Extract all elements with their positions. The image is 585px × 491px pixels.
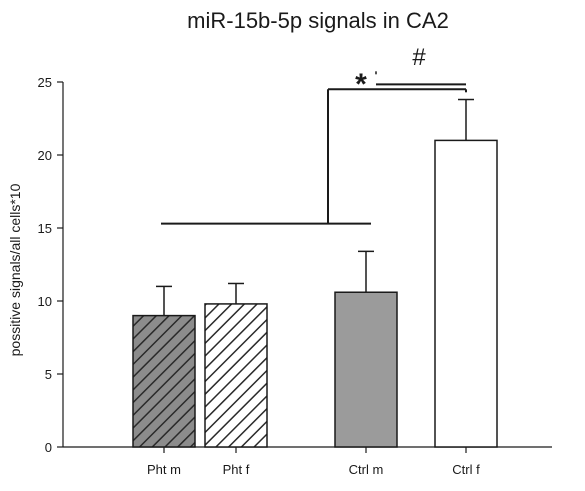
y-axis-label: possitive signals/all cells*10 bbox=[7, 183, 23, 356]
bar-ctrl-m bbox=[334, 291, 398, 448]
bar-pht-f bbox=[204, 303, 268, 448]
y-tick-label: 5 bbox=[45, 367, 52, 382]
y-tick-label: 15 bbox=[38, 221, 52, 236]
y-tick-label: 25 bbox=[38, 75, 52, 90]
plot-area: 0 5 10 15 20 25 Pht m Pht f Ctrl m Ctrl f * # bbox=[38, 44, 552, 477]
bar-pht-m bbox=[132, 314, 196, 448]
y-tick-label: 10 bbox=[38, 294, 52, 309]
x-tick-label: Pht m bbox=[147, 462, 181, 477]
x-tick-label: Pht f bbox=[223, 462, 250, 477]
chart-title: miR-15b-5p signals in CA2 bbox=[187, 8, 449, 33]
y-tick-label: 0 bbox=[45, 440, 52, 455]
bar-ctrl-f bbox=[434, 139, 498, 448]
significance-star: * bbox=[355, 68, 367, 101]
x-tick-label: Ctrl f bbox=[452, 462, 480, 477]
y-tick-label: 20 bbox=[38, 148, 52, 163]
x-tick-label: Ctrl m bbox=[349, 462, 384, 477]
significance-hash: # bbox=[412, 44, 426, 71]
